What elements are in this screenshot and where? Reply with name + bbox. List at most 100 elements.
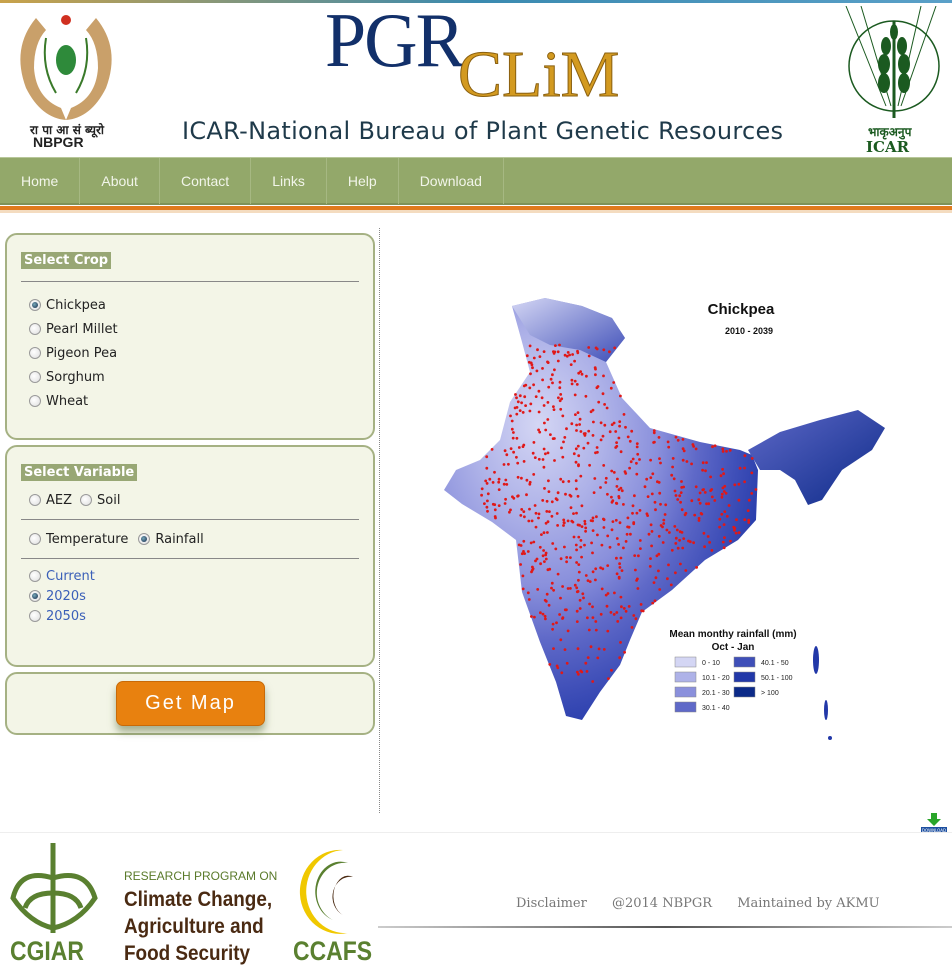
radio-button[interactable] — [29, 494, 41, 506]
radio-current[interactable]: Current — [29, 566, 373, 586]
legend-title: Mean monthy rainfall (mm) — [669, 629, 796, 640]
location-dot — [584, 574, 588, 577]
radio-button[interactable] — [80, 494, 93, 506]
radio-label: Temperature — [46, 531, 129, 547]
radio-label: Sorghum — [46, 369, 105, 385]
location-dot — [665, 528, 669, 532]
nav-contact[interactable]: Contact — [160, 158, 252, 204]
location-dot — [567, 480, 571, 483]
radio-label: Wheat — [46, 393, 89, 409]
location-dot — [546, 531, 549, 534]
location-dot — [612, 421, 616, 425]
location-dot — [581, 592, 585, 596]
radio-button[interactable] — [29, 395, 41, 407]
location-dot — [615, 502, 619, 505]
location-dot — [550, 500, 554, 504]
radio-button[interactable] — [29, 323, 41, 335]
location-dot — [554, 547, 558, 551]
radio-rainfall[interactable]: Rainfall — [138, 527, 204, 551]
nav-download[interactable]: Download — [399, 158, 504, 204]
location-dot — [578, 598, 582, 602]
location-dot — [697, 516, 701, 520]
location-dot — [624, 425, 627, 429]
radio-button[interactable] — [29, 533, 41, 545]
radio-temperature[interactable]: Temperature — [29, 527, 128, 551]
radio-aez[interactable]: AEZ — [29, 488, 72, 512]
location-dot — [701, 461, 705, 465]
radio-button[interactable] — [29, 590, 41, 602]
location-dot — [661, 541, 665, 544]
location-dot — [620, 489, 624, 493]
radio-button[interactable] — [29, 299, 41, 311]
get-map-button[interactable]: Get Map — [116, 681, 265, 726]
radio-sorghum[interactable]: Sorghum — [29, 365, 373, 389]
location-dot — [519, 514, 523, 517]
location-dot — [639, 547, 642, 550]
location-dot — [535, 369, 539, 373]
radio-2050s[interactable]: 2050s — [29, 606, 373, 626]
location-dot — [523, 515, 526, 519]
radio-button[interactable] — [29, 371, 41, 383]
location-dot — [548, 510, 551, 513]
location-dot — [589, 410, 593, 414]
download-map-icon[interactable]: DOWNLOAD — [920, 813, 948, 833]
location-dot — [723, 536, 726, 539]
location-dot — [553, 437, 556, 440]
location-dot — [587, 346, 591, 349]
location-dot — [580, 504, 584, 508]
location-dot — [483, 502, 486, 505]
location-dot — [654, 508, 657, 512]
location-dot — [591, 529, 595, 532]
location-dot — [636, 587, 640, 590]
location-dot — [599, 612, 603, 616]
location-dot — [628, 439, 632, 443]
location-dot — [574, 479, 578, 483]
location-dot — [582, 596, 585, 600]
location-dot — [595, 446, 599, 449]
location-dot — [592, 491, 596, 494]
location-dot — [503, 449, 507, 453]
radio-button[interactable] — [29, 570, 41, 582]
location-dot — [735, 518, 738, 522]
legend-swatch — [733, 686, 756, 698]
location-dot — [521, 574, 525, 578]
copyright-text: @2014 NBPGR — [611, 896, 713, 911]
location-dot — [556, 666, 560, 670]
nav-help[interactable]: Help — [327, 158, 399, 204]
location-dot — [552, 408, 556, 411]
radio-2020s[interactable]: 2020s — [29, 586, 373, 606]
radio-wheat[interactable]: Wheat — [29, 389, 373, 413]
nav-home[interactable]: Home — [0, 158, 81, 204]
rainfall-map: Chickpea 2010 - 2039 Mean monthy rainfal… — [444, 298, 885, 740]
location-dot — [634, 568, 637, 572]
location-dot — [612, 471, 616, 474]
location-dot — [681, 458, 685, 462]
nav-links[interactable]: Links — [251, 158, 327, 204]
radio-button[interactable] — [29, 347, 41, 359]
location-dot — [622, 546, 625, 550]
location-dot — [541, 378, 544, 382]
location-dot — [733, 483, 737, 487]
radio-pigeon-pea[interactable]: Pigeon Pea — [29, 341, 373, 365]
location-dot — [579, 539, 583, 542]
location-dot — [701, 468, 704, 472]
radio-button[interactable] — [138, 533, 151, 545]
location-dot — [602, 464, 606, 467]
location-dot — [547, 385, 551, 389]
radio-label: Current — [46, 568, 95, 584]
disclaimer-link[interactable]: Disclaimer — [516, 896, 587, 911]
location-dot — [624, 540, 628, 543]
location-dot — [578, 523, 581, 527]
location-dot — [651, 601, 655, 605]
radio-soil[interactable]: Soil — [80, 488, 120, 512]
radio-button[interactable] — [29, 610, 41, 622]
radio-pearl-millet[interactable]: Pearl Millet — [29, 317, 373, 341]
location-dot — [680, 486, 684, 489]
location-dot — [676, 438, 680, 442]
radio-chickpea[interactable]: Chickpea — [29, 293, 373, 317]
location-dot — [579, 430, 583, 433]
location-dot — [511, 436, 515, 440]
main-nav: Home About Contact Links Help Download — [0, 157, 952, 205]
radio-label: 2020s — [46, 588, 86, 604]
nav-about[interactable]: About — [80, 158, 160, 204]
